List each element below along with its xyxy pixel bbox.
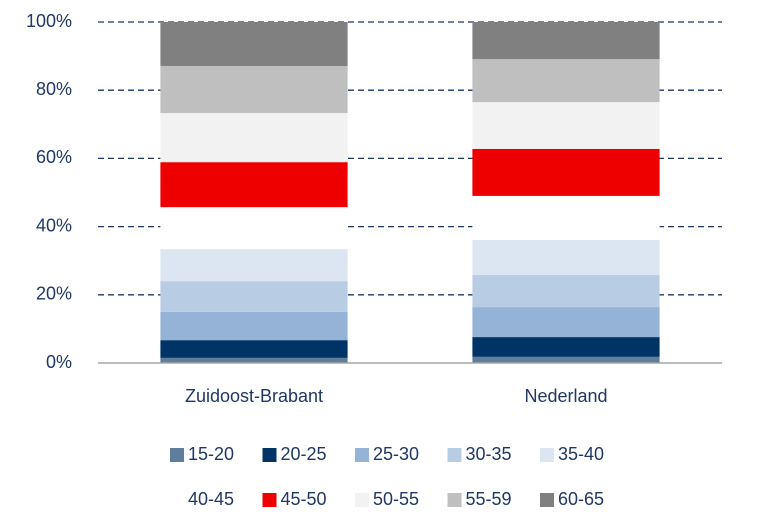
legend-label: 40-45 [188,489,234,509]
y-tick-label: 20% [36,284,72,304]
legend-label: 30-35 [466,444,512,464]
y-tick-label: 80% [36,79,72,99]
bar-segment [160,22,348,66]
legend-label: 55-59 [466,489,512,509]
y-tick-label: 100% [26,11,72,31]
legend-swatch [540,493,554,507]
bar-segment [160,162,348,208]
bar-segment [472,356,660,363]
bar-segment [472,102,660,149]
x-tick-label: Zuidoost-Brabant [185,386,323,406]
y-tick-label: 40% [36,215,72,235]
legend-swatch [170,493,184,507]
x-tick-label: Nederland [524,386,607,406]
legend-label: 50-55 [373,489,419,509]
bar-segment [160,113,348,163]
bar-segment [160,311,348,341]
bar-segment [472,59,660,103]
legend-label: 25-30 [373,444,419,464]
legend-label: 20-25 [281,444,327,464]
legend-label: 60-65 [558,489,604,509]
bar-segment [472,22,660,60]
bar-segment [472,275,660,308]
legend-swatch [262,493,277,507]
y-tick-label: 60% [36,147,72,167]
bar-segment [160,340,348,358]
legend-swatch [355,448,369,462]
bar-segment [472,148,660,196]
legend-label: 15-20 [188,444,234,464]
bar-segment [160,357,348,363]
bar-segment [472,307,660,338]
bar-segment [472,239,660,276]
bar-segment [160,281,348,312]
legend-label: 35-40 [558,444,604,464]
legend-swatch [170,448,184,462]
legend-swatch [262,448,277,462]
bar-segment [160,207,348,250]
legend-swatch [447,448,462,462]
bar-segment [160,65,348,114]
legend-swatch [447,493,462,507]
legend-swatch [540,448,554,462]
bar-segment [472,195,660,240]
bar-segment [160,249,348,282]
legend-label: 45-50 [281,489,327,509]
y-tick-label: 0% [46,352,72,372]
legend-swatch [355,493,369,507]
bar-segment [472,337,660,357]
